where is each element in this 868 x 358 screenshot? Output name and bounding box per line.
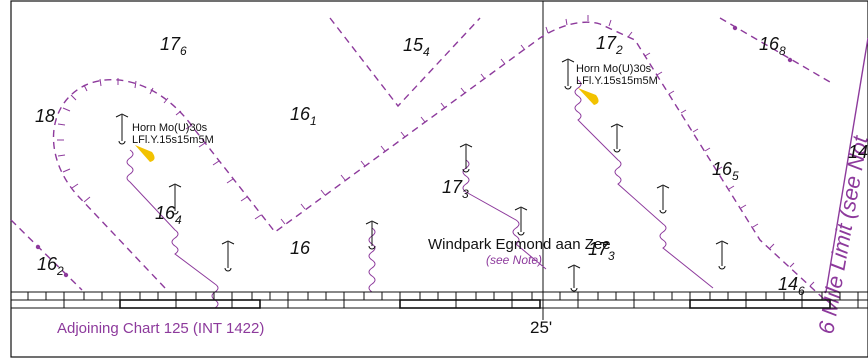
light-characteristic-label: LFl.Y.15s15m5M — [132, 134, 214, 146]
see-note-label: (see Note) — [486, 253, 542, 267]
sounding: 154 — [403, 35, 430, 59]
light-flare-icon — [578, 88, 599, 105]
wind-turbine-icon — [365, 220, 379, 250]
sounding: 172 — [596, 33, 623, 57]
six-mile-limit-label: 6 Mile Limit (see Not — [813, 133, 868, 336]
sounding: 168 — [759, 34, 786, 58]
sounding: 146 — [778, 274, 805, 298]
wind-turbine-icon — [221, 240, 235, 272]
sounding: 165 — [712, 159, 739, 183]
wind-turbine-icon — [610, 123, 624, 153]
wind-turbine-icon — [115, 113, 129, 145]
fog-signal-label: Horn Mo(U)30s — [576, 63, 652, 75]
scale-bar-filled — [399, 299, 541, 309]
wind-turbine-icon — [656, 184, 670, 214]
sounding: 162 — [37, 254, 64, 278]
sounding: 161 — [290, 104, 317, 128]
six-mile-limit-line — [825, 37, 868, 293]
dashed-limit-center — [329, 17, 481, 108]
wind-turbine-icon — [514, 206, 528, 236]
sounding: 164 — [155, 203, 182, 227]
light-characteristic-label: LFl.Y.15s15m5M — [576, 75, 658, 87]
wind-turbine-symbols — [115, 58, 729, 292]
light-label-right: Horn Mo(U)30s LFl.Y.15s15m5M — [576, 63, 658, 87]
submarine-cable — [574, 79, 714, 289]
dashed-limit-northeast — [719, 17, 831, 83]
sounding: 14 — [848, 142, 868, 162]
wind-turbine-icon — [168, 183, 182, 215]
fog-signal-label: Horn Mo(U)30s — [132, 122, 208, 134]
sounding: 176 — [160, 34, 187, 58]
light-flare-icon — [135, 145, 155, 162]
graduated-border — [11, 291, 868, 316]
adjoining-chart-label: Adjoining Chart 125 (INT 1422) — [57, 320, 264, 337]
submarine-cable — [126, 149, 219, 309]
meridian-label: 25' — [530, 318, 552, 337]
wind-turbine-icon — [715, 240, 729, 270]
chart-frame — [10, 0, 868, 358]
wind-turbine-icon — [561, 58, 575, 90]
sounding: 16 — [290, 238, 311, 258]
sounding: 173 — [442, 177, 469, 201]
light-label-left: Horn Mo(U)30s LFl.Y.15s15m5M — [132, 122, 214, 146]
windpark-name: Windpark Egmond aan Zee — [428, 236, 611, 253]
sounding: 18 — [35, 106, 55, 126]
wind-turbine-icon — [459, 143, 473, 173]
limit-dot — [732, 25, 738, 31]
submarine-cable — [368, 227, 376, 293]
scale-bar-filled — [689, 299, 831, 309]
boundary-ticks — [57, 15, 815, 287]
limit-dot — [35, 244, 41, 250]
limit-dot — [63, 272, 69, 278]
limit-dot — [787, 57, 793, 63]
submarine-cable — [462, 159, 547, 270]
windpark-boundary — [52, 21, 826, 301]
sounding: 173 — [588, 239, 615, 263]
scale-bar-filled — [119, 299, 261, 309]
wind-turbine-icon — [567, 264, 581, 292]
dashed-limit-southwest — [10, 219, 83, 291]
